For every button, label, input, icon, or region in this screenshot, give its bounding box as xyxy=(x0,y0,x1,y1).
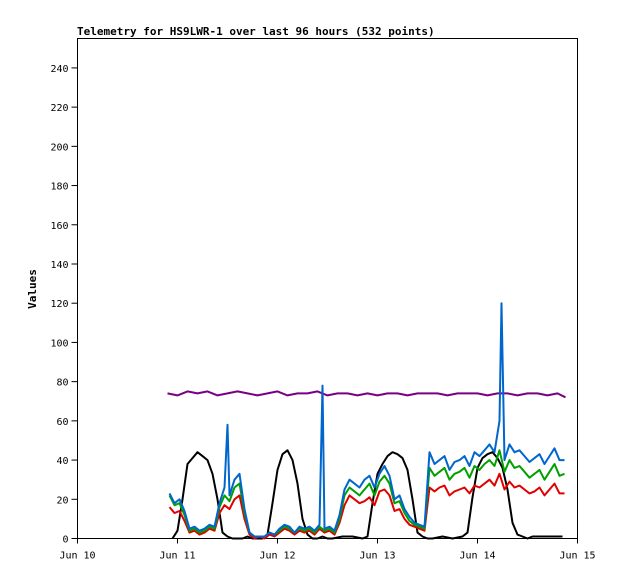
y-tick-label: 120 xyxy=(50,299,68,310)
y-axis-label: Values xyxy=(26,269,39,309)
y-tick-label: 80 xyxy=(56,378,68,389)
y-tick-label: 100 xyxy=(50,338,68,349)
x-tick-label: Jun 11 xyxy=(159,551,195,562)
y-tick-label: 140 xyxy=(50,260,68,271)
x-tick-label: Jun 10 xyxy=(59,551,95,562)
series-line-3 xyxy=(168,472,565,540)
chart-title: Telemetry for HS9LWR-1 over last 96 hour… xyxy=(77,25,435,38)
y-tick-label: 0 xyxy=(62,535,68,546)
series-layer xyxy=(167,302,566,540)
x-axis-ticks: Jun 10 Jun 11 Jun 12 Jun 13 Jun 14 Jun 15 xyxy=(59,538,596,562)
series-line-5 xyxy=(168,302,565,538)
x-tick-label: Jun 15 xyxy=(559,551,595,562)
series-line-1 xyxy=(171,449,563,540)
y-tick-label: 180 xyxy=(50,182,68,193)
x-tick-label: Jun 14 xyxy=(459,551,495,562)
y-tick-label: 160 xyxy=(50,221,68,232)
y-tick-label: 20 xyxy=(56,495,68,506)
x-tick-label: Jun 13 xyxy=(359,551,395,562)
y-tick-label: 60 xyxy=(56,417,68,428)
series-line-4 xyxy=(168,449,565,538)
y-tick-label: 40 xyxy=(56,456,68,467)
y-tick-label: 220 xyxy=(50,103,68,114)
x-tick-label: Jun 12 xyxy=(259,551,295,562)
y-tick-label: 240 xyxy=(50,64,68,75)
series-line-2 xyxy=(167,390,566,399)
y-tick-label: 200 xyxy=(50,142,68,153)
y-axis-ticks: 0 20 40 60 80 100 120 140 160 180 200 220 240 xyxy=(50,64,78,546)
